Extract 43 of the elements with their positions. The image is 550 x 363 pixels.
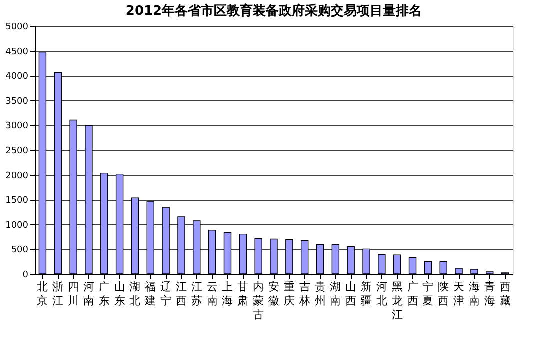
x-tick-label: 四川 [68,280,80,308]
x-tick-label: 宁夏 [422,280,434,308]
x-tick-label: 上海 [222,280,234,308]
x-tick-label: 新疆 [361,280,372,308]
x-tick-label: 云南 [206,280,218,308]
y-tick-label: 5000 [6,22,29,32]
y-tick-label: 4000 [6,72,29,82]
x-tick-label: 内蒙古 [253,280,264,322]
y-tick-label: 1500 [6,196,29,206]
x-tick-label: 山西 [346,280,357,308]
x-tick-label: 江苏 [191,280,202,308]
x-tick-label: 山东 [114,280,126,308]
x-tick-label: 北京 [37,280,48,308]
y-tick-label: 4500 [6,47,29,58]
x-tick-label: 浙江 [52,280,64,308]
x-tick-label: 天津 [454,280,465,308]
y-tick-label: 0 [22,270,29,280]
x-tick-label: 广东 [98,280,110,308]
x-tick-label: 河北 [376,280,388,308]
x-tick-label: 甘肃 [238,280,249,308]
x-tick-label: 陕西 [438,280,450,308]
x-tick-label: 福建 [144,280,156,308]
x-tick-label: 湖北 [130,280,141,308]
y-tick-label: 3000 [6,122,29,132]
x-tick-label: 河南 [83,280,94,308]
y-tick-label: 3500 [6,96,29,107]
x-tick-label: 黑龙江 [392,280,403,322]
x-tick-label: 青海 [484,280,496,308]
x-tick-label: 辽宁 [160,280,172,308]
x-tick-label: 贵州 [314,280,326,308]
y-tick-label: 2000 [6,171,29,182]
x-tick-label: 江西 [176,280,187,308]
x-tick-label: 安徽 [268,280,280,308]
x-tick-label: 湖南 [330,280,342,308]
x-tick-label: 西藏 [500,280,511,308]
x-tick-label: 重庆 [284,280,295,308]
x-tick-label: 广西 [407,280,418,308]
chart-title: 2012年各省市区教育装备政府采购交易项目量排名 [126,3,422,19]
x-tick-label: 海南 [468,280,480,308]
y-tick-label: 2500 [6,146,29,156]
y-tick-label: 1000 [6,220,29,231]
y-tick-label: 500 [11,246,29,256]
x-tick-label: 吉林 [298,280,310,308]
